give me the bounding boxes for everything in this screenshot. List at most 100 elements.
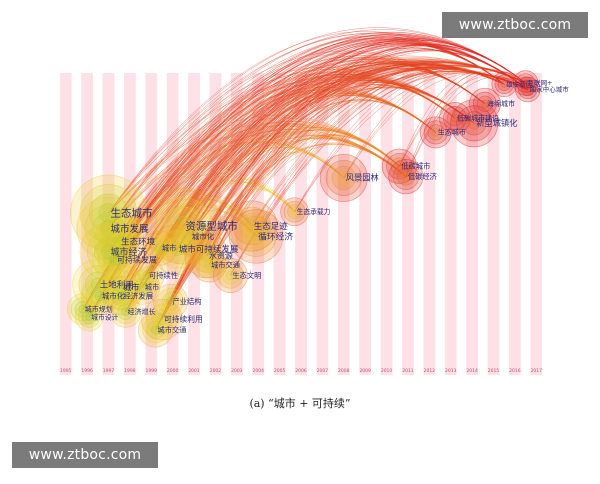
keyword-label: 城市化: [102, 291, 125, 301]
year-stripe-1995: [59, 73, 72, 375]
keyword-label: 土地利用: [100, 279, 134, 290]
keyword-label: 城市可持续发展: [179, 244, 239, 255]
year-tick-label: 2011: [402, 368, 414, 374]
keyword-label: 城市: [123, 282, 139, 292]
year-stripe-1996: [81, 73, 93, 375]
keyword-node-ring: [90, 286, 110, 306]
keyword-node-ring: [283, 200, 306, 223]
citation-link-330: [255, 68, 505, 237]
keyword-node-ring: [146, 321, 165, 339]
keyword-node-ring: [472, 91, 498, 116]
year-stripe-2015: [487, 73, 500, 375]
year-tick-label: 2004: [252, 368, 264, 374]
keyword-node-ring: [142, 230, 178, 266]
year-stripe-2002: [209, 73, 222, 375]
keyword-node-ring: [204, 260, 214, 270]
keyword-label: 海绵城市: [487, 99, 515, 108]
keyword-node-ring: [427, 124, 444, 141]
keyword-label: 可持续发展: [117, 254, 157, 264]
keyword-node-ring: [117, 303, 134, 320]
citation-link-336: [343, 69, 505, 179]
year-tick-label: 2013: [445, 368, 457, 374]
keyword-node-ring: [476, 95, 494, 112]
keyword-node-ring: [331, 165, 356, 191]
keyword-node-ring: [72, 258, 124, 311]
year-stripe-2000: [166, 73, 179, 375]
keyword-nodes: [66, 70, 541, 348]
keyword-label: 可持续性: [149, 271, 178, 280]
keyword-node-ring: [155, 243, 165, 253]
keyword-node-ring: [137, 312, 174, 348]
keyword-node-ring: [480, 99, 490, 109]
year-tick-label: 1997: [103, 368, 115, 374]
keyword-node-ring: [319, 153, 368, 202]
keyword-label: 低碳城市建设: [457, 113, 499, 122]
year-stripe-2014: [466, 73, 479, 375]
year-tick-label: 1995: [60, 368, 72, 374]
year-tick-label: 2008: [338, 368, 350, 374]
year-stripe-1998: [123, 73, 136, 375]
keyword-node-ring: [226, 200, 278, 252]
year-tick-label: 2001: [188, 368, 200, 374]
keyword-node-ring: [242, 222, 270, 251]
keyword-node-ring: [491, 71, 517, 98]
keyword-node-ring: [381, 148, 417, 184]
watermark-top: www.ztboc.com: [442, 12, 588, 38]
keyword-node-ring: [456, 105, 493, 142]
keyword-node-ring: [129, 273, 156, 301]
keyword-node-ring: [232, 206, 272, 246]
keyword-label: 生态文明: [232, 271, 261, 280]
keyword-node-ring: [500, 80, 508, 88]
keyword-label: 水资源: [209, 251, 233, 261]
keyword-node-ring: [396, 167, 415, 186]
keyword-label: 低碳经济: [408, 172, 438, 181]
keyword-label: 循环经济: [258, 230, 293, 242]
year-stripes: [59, 73, 543, 375]
keyword-node-ring: [200, 256, 218, 274]
keyword-label: 可持续利用: [164, 314, 203, 324]
year-tick-label: 2007: [317, 368, 329, 374]
year-axis: 1995 1996 1997 1998 1999 2000 2001 2002 2003 2004…: [60, 368, 542, 374]
keyword-node-ring: [154, 197, 213, 255]
citation-link-218: [142, 44, 528, 288]
keyword-label: 雄安新区: [506, 79, 533, 88]
keyword-label: 生态足迹: [254, 221, 289, 232]
year-tick-label: 2009: [359, 368, 371, 374]
keyword-node-ring: [462, 111, 487, 136]
keyword-node-ring: [494, 74, 514, 94]
citation-link-190: [159, 135, 406, 249]
year-tick-label: 1999: [146, 368, 158, 374]
keyword-label: 城市发展: [110, 223, 149, 235]
keyword-label: 城市经济: [110, 246, 146, 258]
year-tick-label: 2000: [167, 368, 179, 374]
citation-link-324: [230, 69, 505, 276]
year-stripe-2003: [230, 73, 243, 375]
keyword-node-ring: [195, 251, 223, 279]
citation-link-242: [155, 206, 253, 331]
keyword-node-ring: [225, 270, 236, 281]
keyword-node-ring: [142, 316, 169, 344]
year-tick-label: 2016: [509, 368, 521, 374]
keyword-node-ring: [125, 269, 161, 305]
year-stripe-2013: [444, 73, 457, 375]
year-stripe-2012: [423, 73, 436, 375]
keyword-node-ring: [419, 116, 452, 149]
keyword-node-ring: [287, 204, 302, 220]
citation-link-342: [405, 73, 505, 177]
keyword-node-ring: [81, 309, 97, 325]
keyword-node-ring: [212, 257, 248, 293]
citation-link-195: [159, 37, 526, 249]
keyword-label: 城市: [162, 244, 177, 253]
keyword-node-ring: [146, 234, 174, 262]
keyword-node-ring: [109, 253, 121, 266]
year-tick-label: 2017: [531, 368, 543, 374]
keyword-node-ring: [228, 209, 284, 264]
keyword-node-ring: [497, 77, 511, 91]
keyword-node-ring: [249, 229, 264, 244]
year-tick-label: 2014: [466, 368, 478, 374]
keyword-node-ring: [100, 220, 117, 237]
keyword-node-ring: [170, 217, 209, 256]
keyword-label: 产业结构: [173, 297, 202, 306]
keyword-node-ring: [388, 159, 424, 195]
keyword-node-ring: [337, 171, 351, 185]
